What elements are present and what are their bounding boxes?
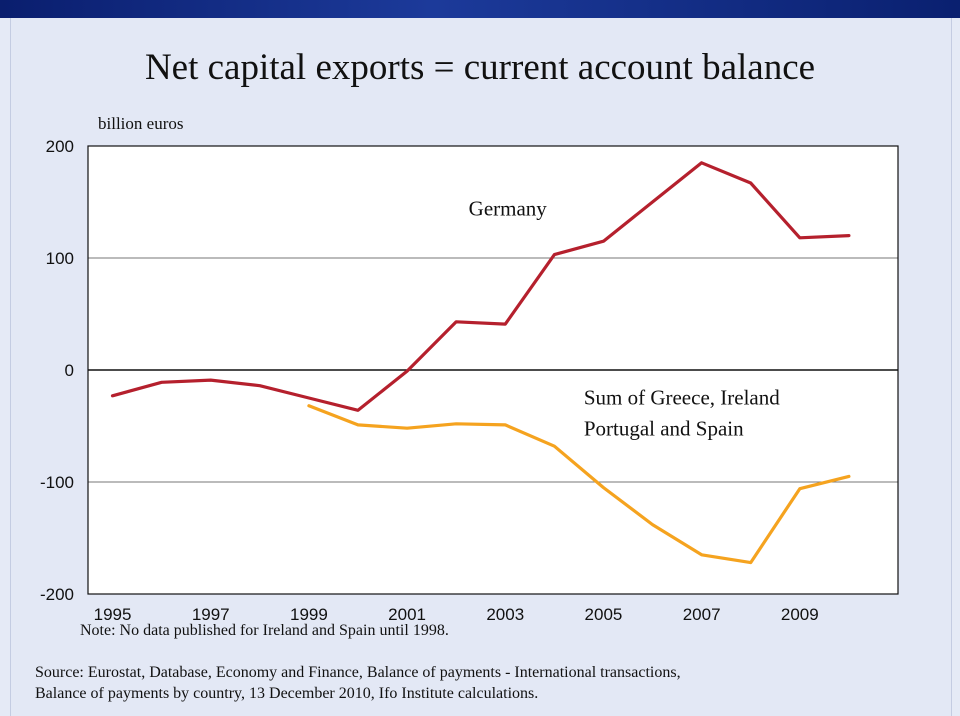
source-line-2: Balance of payments by country, 13 Decem…	[35, 685, 539, 702]
y-tick-label: 100	[46, 249, 74, 268]
source-line-1: Source: Eurostat, Database, Economy and …	[35, 664, 681, 681]
x-tick-label: 1999	[290, 605, 328, 624]
y-tick-label: 200	[46, 137, 74, 156]
top-banner	[0, 0, 960, 18]
series-line-gips	[307, 404, 851, 565]
chart-note: Note: No data published for Ireland and …	[80, 622, 449, 639]
x-tick-label: 1997	[192, 605, 230, 624]
chart-source: Source: Eurostat, Database, Economy and …	[35, 662, 935, 704]
series-label-gips-line-1: Sum of Greece, Ireland	[584, 386, 780, 410]
series-label-germany: Germany	[469, 196, 548, 220]
y-tick-label: -100	[40, 473, 74, 492]
series-label-gips-line-2: Portugal and Spain	[584, 417, 744, 441]
x-tick-label: 2003	[486, 605, 524, 624]
x-tick-label: 2001	[388, 605, 426, 624]
chart-title: Net capital exports = current account ba…	[144, 47, 816, 88]
x-tick-label: 1995	[94, 605, 132, 624]
x-tick-label: 2009	[781, 605, 819, 624]
y-tick-label: 0	[65, 361, 74, 380]
series-line-germany	[110, 161, 851, 412]
x-tick-label: 2005	[585, 605, 623, 624]
y-tick-label: -200	[40, 585, 74, 604]
plot-border	[87, 145, 899, 595]
x-tick-label: 2007	[683, 605, 721, 624]
y-axis-unit-label: billion euros	[98, 114, 184, 133]
